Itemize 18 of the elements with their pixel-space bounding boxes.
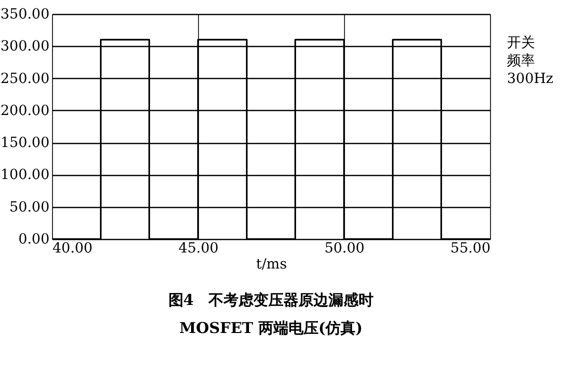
y-tick-label: 300.00 (0, 38, 50, 55)
y-tick-label: 50.00 (9, 199, 50, 216)
text: 图4 不考虑变压器原边漏感时 (168, 291, 374, 309)
text: 开关 (507, 35, 535, 51)
y-tick-label: 0.00 (18, 232, 50, 248)
text: 频率 (507, 53, 535, 69)
x-tick-label: 45.00 (178, 240, 219, 256)
x-tick-label: 40.00 (52, 240, 93, 256)
text: MOSFET 两端电压(仿真) (179, 319, 363, 337)
y-tick-label: 350.00 (0, 6, 50, 22)
y-tick-label: 150.00 (0, 135, 50, 152)
y-tick-label: 250.00 (0, 70, 50, 87)
x-axis-title: t/ms (256, 256, 287, 272)
y-tick-label: 100.00 (0, 167, 50, 184)
x-tick-label: 55.00 (450, 240, 490, 256)
x-tick-label: 50.00 (324, 240, 365, 256)
y-tick-label: 200.00 (0, 102, 50, 119)
text: 300Hz (507, 71, 554, 87)
